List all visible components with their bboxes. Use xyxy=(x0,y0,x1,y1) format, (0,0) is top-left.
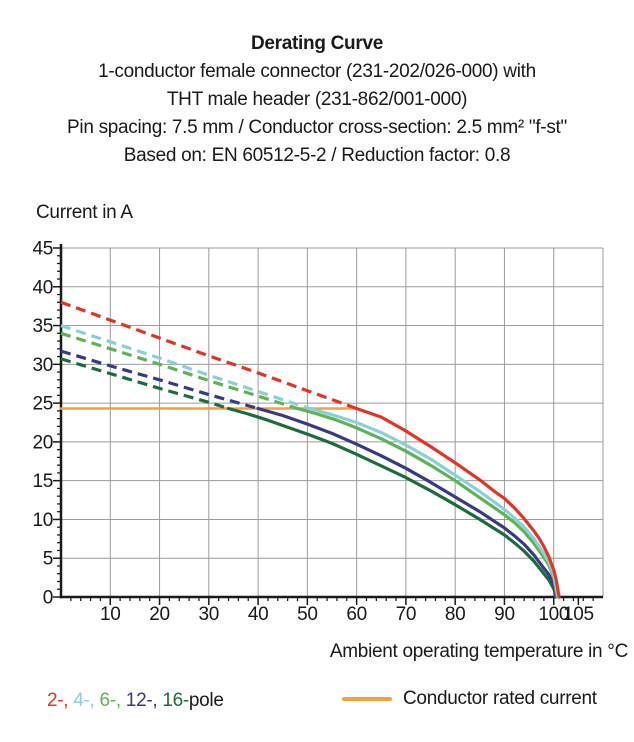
svg-text:70: 70 xyxy=(396,604,417,625)
grid xyxy=(61,247,604,597)
pole-legend: 2-, 4-, 6-, 12-, 16-pole xyxy=(47,690,224,712)
series-4-pole xyxy=(60,324,560,599)
svg-text:30: 30 xyxy=(32,355,53,376)
svg-text:0: 0 xyxy=(43,588,53,609)
rated-current-line-icon xyxy=(342,697,392,701)
title-block: Derating Curve 1-conductor female connec… xyxy=(0,30,634,170)
svg-text:40: 40 xyxy=(248,604,269,625)
svg-text:10: 10 xyxy=(100,604,121,625)
svg-text:40: 40 xyxy=(32,277,53,298)
chart-subtitle-line: 1-conductor female connector (231-202/02… xyxy=(98,61,536,82)
svg-text:25: 25 xyxy=(32,394,53,415)
pole-legend-token: pole xyxy=(188,690,224,711)
svg-text:90: 90 xyxy=(494,604,515,625)
svg-text:20: 20 xyxy=(149,604,170,625)
y-axis-title: Current in A xyxy=(36,202,133,223)
svg-text:30: 30 xyxy=(199,604,220,625)
pole-legend-token: 6-, xyxy=(99,690,126,711)
svg-text:20: 20 xyxy=(32,432,53,453)
pole-legend-token: 12-, xyxy=(125,690,163,711)
svg-text:15: 15 xyxy=(32,471,53,492)
pole-legend-token: 2-, xyxy=(47,690,74,711)
chart-subtitle-line: Pin spacing: 7.5 mm / Conductor cross-se… xyxy=(67,117,567,138)
svg-text:35: 35 xyxy=(32,316,53,337)
svg-text:100: 100 xyxy=(538,604,569,625)
svg-text:5: 5 xyxy=(43,549,53,570)
chart-subtitle-line: Based on: EN 60512-5-2 / Reduction facto… xyxy=(123,145,511,166)
x-axis-title: Ambient operating temperature in °C xyxy=(329,641,628,662)
pole-legend-token: 16- xyxy=(162,690,189,711)
rated-current-legend: Conductor rated current xyxy=(342,688,597,710)
series-6-pole xyxy=(60,331,559,599)
chart-title: Derating Curve xyxy=(250,33,383,54)
y-tick-labels: 0 5 10 15 20 25 30 35 40 45 xyxy=(32,239,53,609)
series-16-pole xyxy=(60,357,559,599)
chart-subtitle-line: THT male header (231-862/001-000) xyxy=(166,89,468,110)
svg-text:80: 80 xyxy=(445,604,466,625)
rated-current-label: Conductor rated current xyxy=(403,688,597,709)
svg-text:10: 10 xyxy=(32,510,53,531)
axis-ticks xyxy=(53,247,594,605)
svg-text:45: 45 xyxy=(32,239,53,260)
svg-text:50: 50 xyxy=(297,604,318,625)
axes xyxy=(59,244,603,599)
svg-text:105: 105 xyxy=(563,604,594,625)
series-12-pole xyxy=(60,349,558,599)
series-2-pole xyxy=(60,300,561,599)
pole-legend-token: 4-, xyxy=(73,690,100,711)
svg-text:60: 60 xyxy=(346,604,367,625)
